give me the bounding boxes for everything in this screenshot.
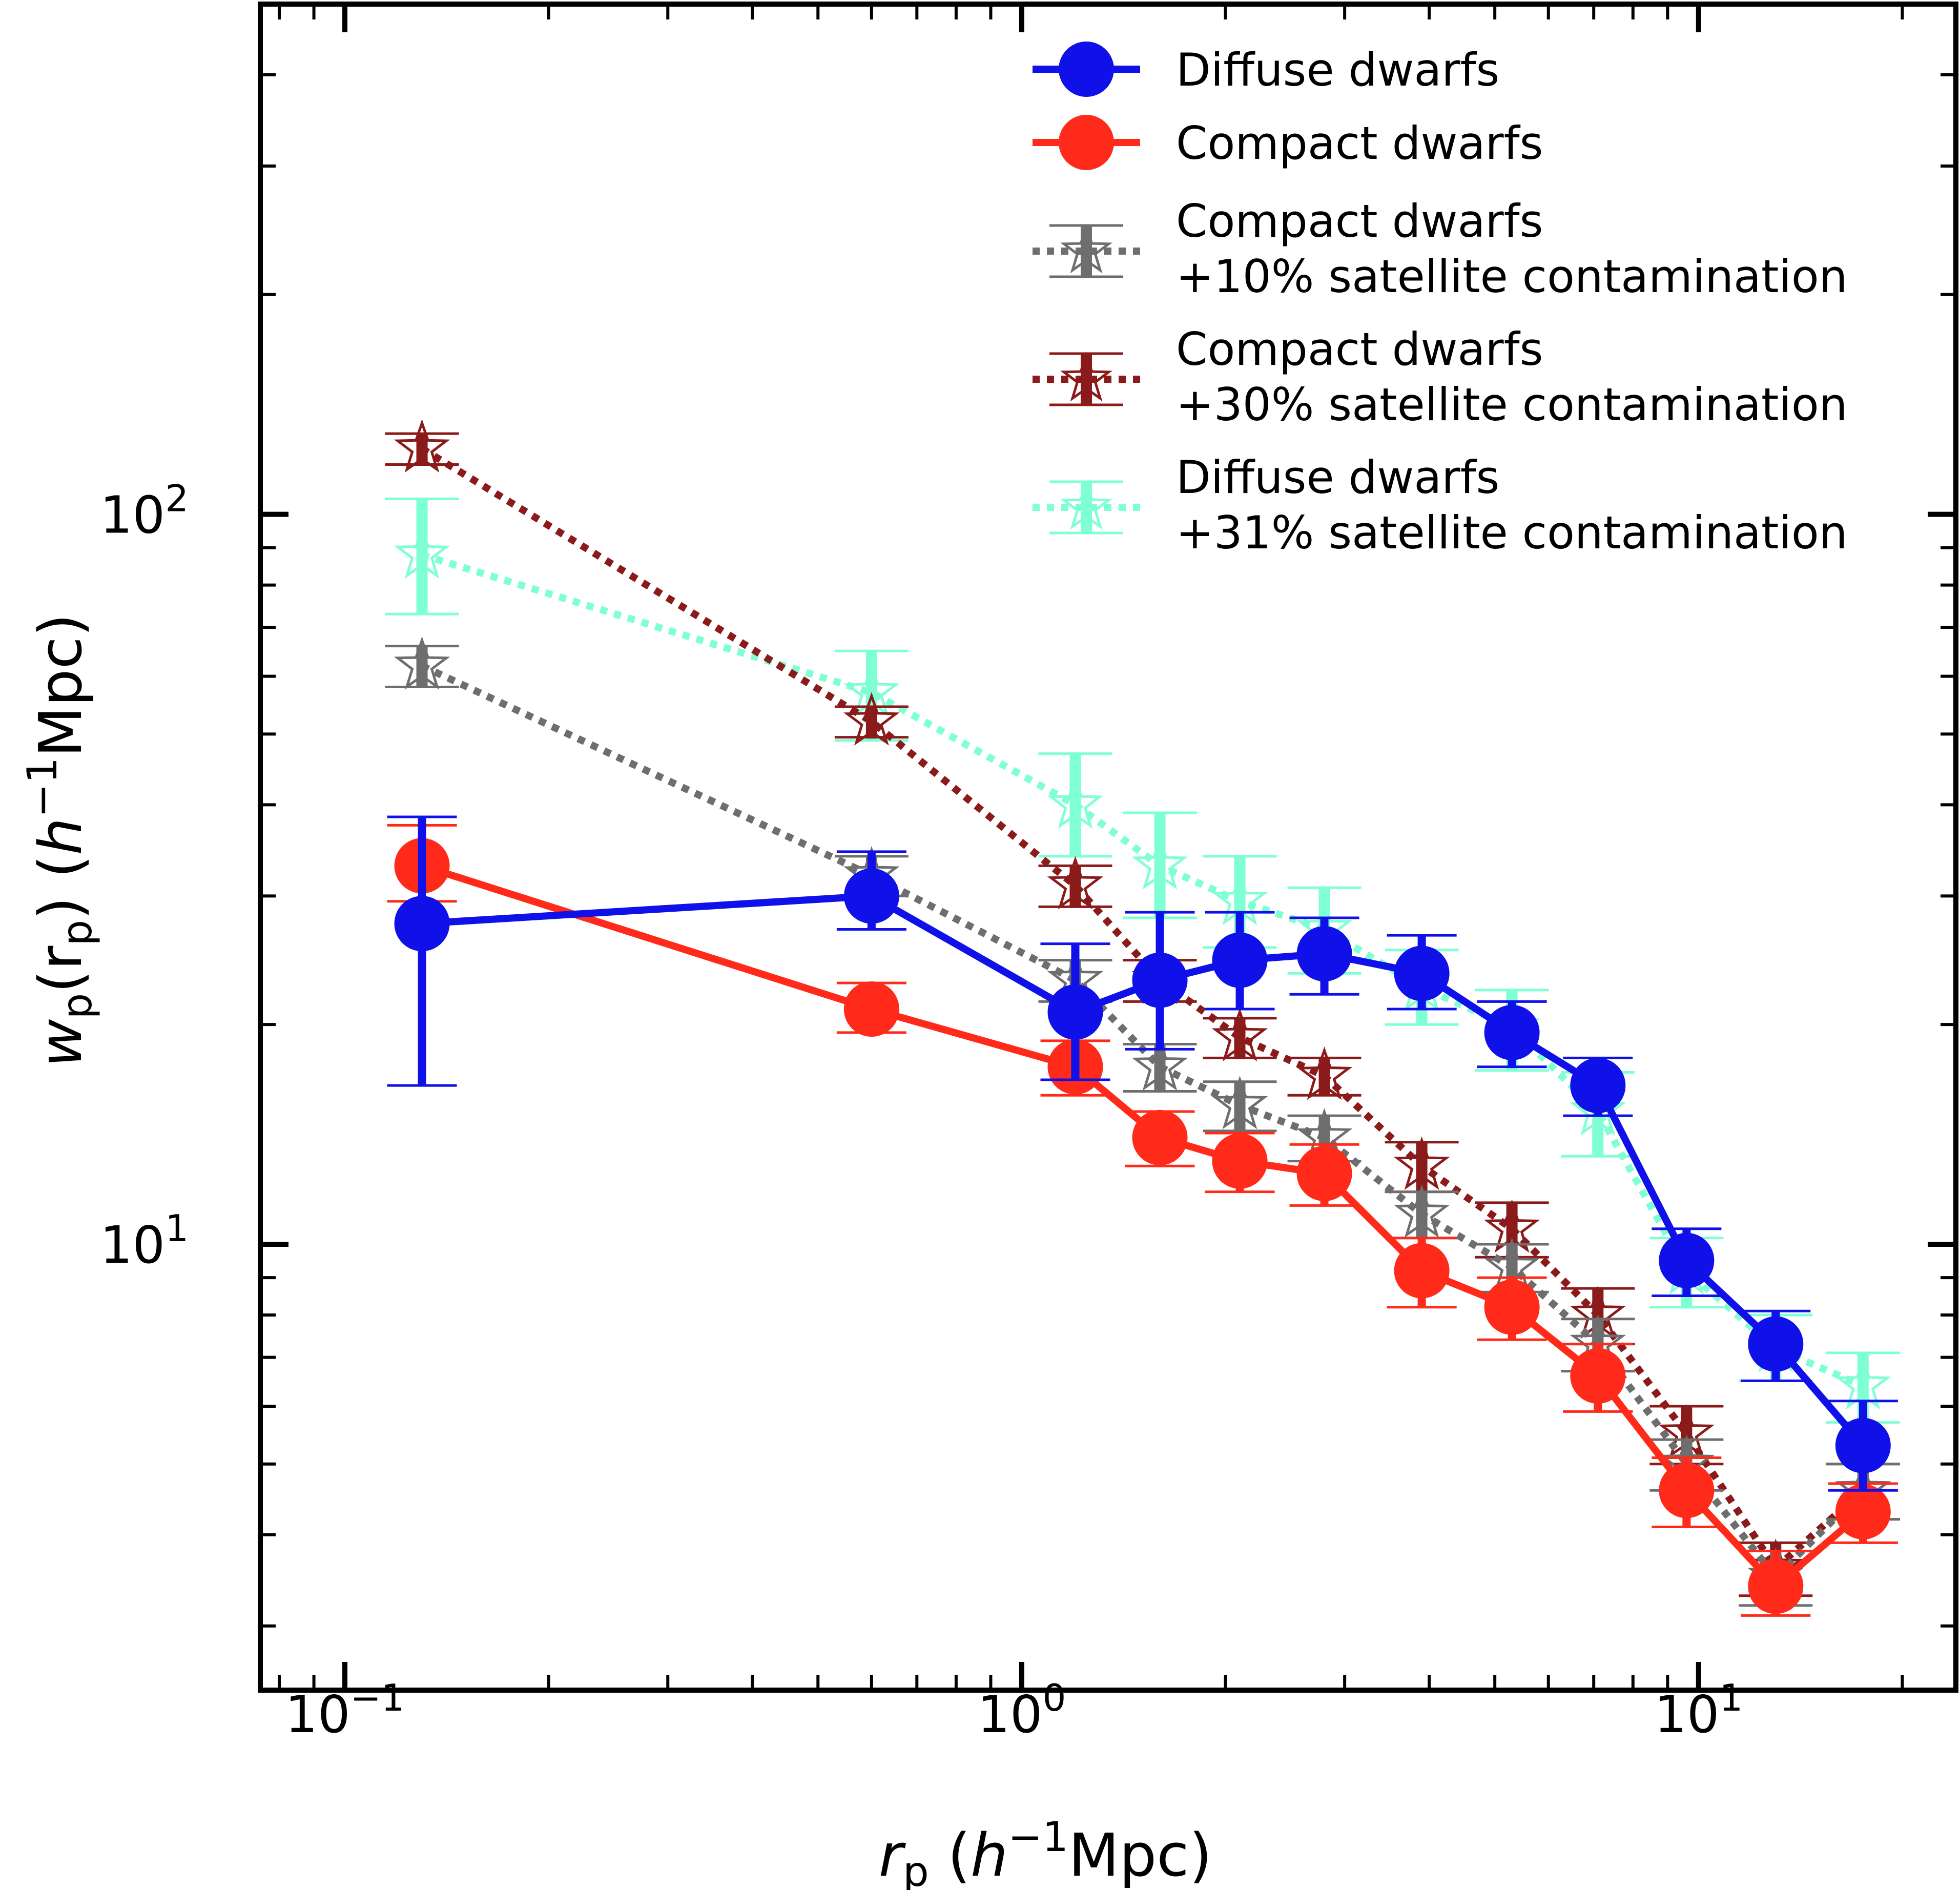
data-point	[1211, 1076, 1268, 1129]
x-tick-label-exponent: 1	[1720, 1676, 1743, 1719]
y-tick-label: 101	[100, 1207, 189, 1275]
legend-label: Diffuse dwarfs	[1176, 44, 1499, 96]
series-line	[421, 551, 1865, 1389]
data-point	[1659, 1232, 1715, 1288]
data-point	[843, 692, 900, 746]
data-point	[1748, 1558, 1804, 1614]
data-point	[1393, 1136, 1450, 1190]
data-point	[1393, 1184, 1450, 1238]
y-tick-label-exponent: 1	[165, 1207, 189, 1250]
legend-label: Diffuse dwarfs	[1176, 451, 1499, 504]
data-point	[1212, 932, 1268, 988]
data-point	[1132, 952, 1188, 1008]
legend-label: Compact dwarfs	[1176, 117, 1543, 170]
data-point	[1659, 1463, 1715, 1518]
y-tick-label-exponent: 2	[165, 477, 189, 520]
x-tick-label-base: 10	[1654, 1684, 1719, 1744]
legend-marker	[1059, 42, 1114, 97]
x-tick-label: 101	[1654, 1676, 1743, 1744]
legend-marker	[1060, 223, 1112, 274]
legend-marker	[1059, 115, 1114, 170]
data-point	[394, 525, 450, 579]
data-point	[1835, 1418, 1891, 1473]
data-point	[1570, 1058, 1626, 1114]
y-axis-label: wp(rp) (h−1Mpc)	[18, 613, 101, 1067]
data-point	[394, 419, 450, 473]
data-point	[843, 981, 899, 1037]
data-point	[1047, 856, 1104, 910]
legend-entry: Compact dwarfs+10% satellite contaminati…	[1033, 195, 1848, 303]
legend-label: Compact dwarfs	[1176, 323, 1543, 376]
data-point	[1296, 1145, 1352, 1201]
data-point	[843, 663, 900, 716]
x-tick-label: 10−1	[285, 1676, 404, 1744]
data-point	[1394, 946, 1450, 1001]
data-point	[1132, 1110, 1188, 1165]
x-tick-label: 100	[977, 1676, 1066, 1744]
data-point	[1570, 1348, 1626, 1404]
data-point	[1484, 1004, 1540, 1060]
data-point	[1047, 984, 1103, 1040]
data-point	[1212, 1133, 1268, 1189]
x-axis-label: rp (h−1Mpc)	[879, 1813, 1212, 1890]
x-tick-label-exponent: −1	[350, 1676, 405, 1719]
plot-frame	[258, 2, 1958, 1693]
data-point	[1296, 1046, 1353, 1100]
legend-label: Compact dwarfs	[1176, 195, 1543, 248]
y-tick-label-base: 10	[100, 1215, 165, 1275]
x-tick-label-base: 10	[285, 1684, 350, 1744]
plot-area	[385, 419, 1900, 1617]
series-3	[387, 824, 1898, 1617]
legend-label: +31% satellite contamination	[1176, 506, 1848, 559]
x-tick-label-exponent: 0	[1043, 1676, 1066, 1719]
y-tick-label-base: 10	[100, 485, 165, 545]
legend-entry: Compact dwarfs	[1033, 115, 1543, 170]
data-point	[1131, 836, 1188, 890]
data-point	[1131, 1037, 1188, 1091]
data-point	[1211, 1008, 1268, 1062]
data-point	[394, 896, 450, 952]
data-point	[1394, 1243, 1450, 1299]
legend-label: +10% satellite contamination	[1176, 250, 1848, 303]
series-4	[387, 815, 1898, 1492]
data-point	[1748, 1316, 1804, 1372]
x-tick-label-base: 10	[977, 1684, 1042, 1744]
data-point	[1047, 775, 1104, 829]
data-point	[1484, 1279, 1540, 1335]
data-point	[843, 868, 899, 924]
data-point	[1296, 926, 1352, 982]
y-tick-label: 102	[100, 477, 189, 545]
legend-entry: Diffuse dwarfs+31% satellite contaminati…	[1033, 451, 1848, 559]
data-point	[1835, 1484, 1891, 1540]
data-point	[394, 636, 450, 690]
legend-marker	[1060, 352, 1112, 402]
legend-entry: Diffuse dwarfs	[1033, 42, 1499, 97]
legend-label: +30% satellite contamination	[1176, 378, 1848, 431]
data-point	[1835, 1356, 1891, 1410]
legend-entry: Compact dwarfs+30% satellite contaminati…	[1033, 323, 1848, 431]
legend-marker	[1060, 480, 1112, 530]
